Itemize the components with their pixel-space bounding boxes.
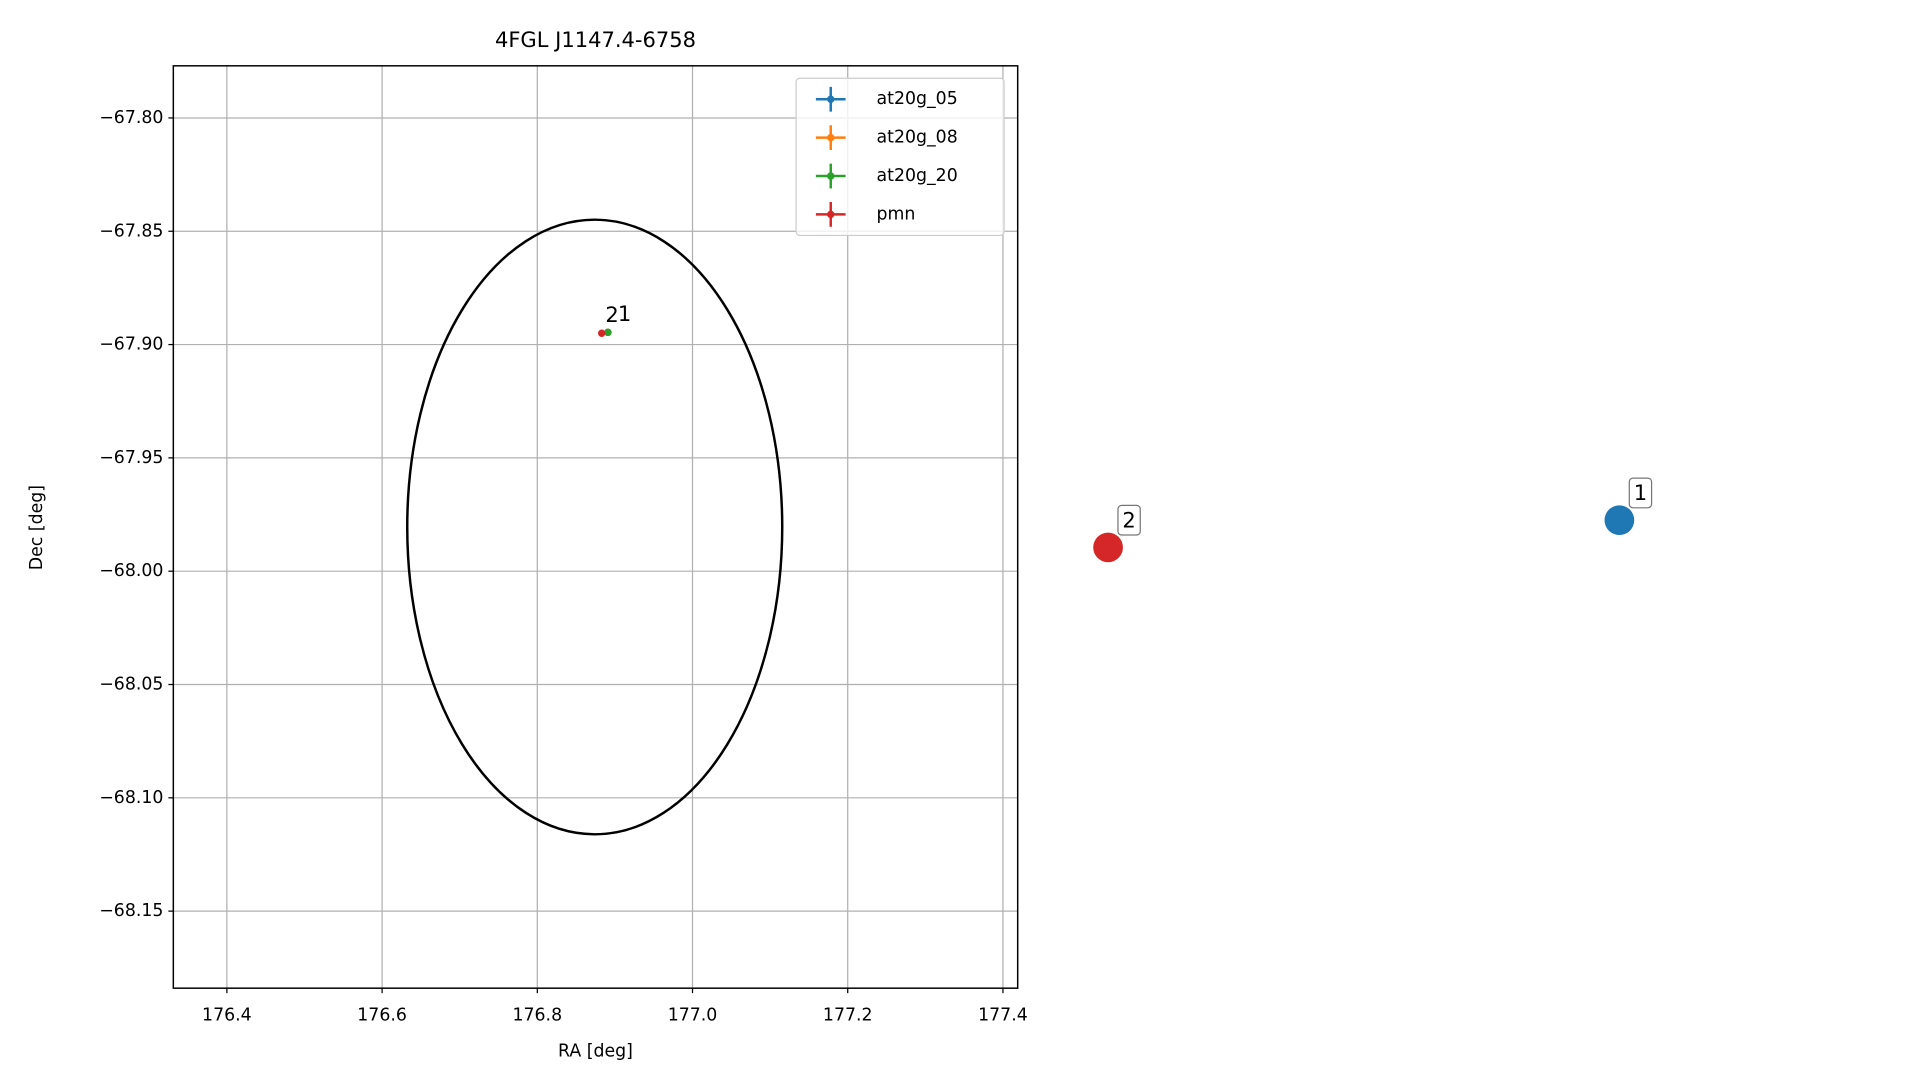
source-label: 1 (1634, 480, 1647, 505)
data-point (604, 328, 612, 337)
plot-frame (172, 65, 1019, 989)
source-marker (1093, 532, 1123, 563)
legend-box (795, 77, 1005, 237)
source-label-box (1628, 477, 1653, 509)
legend-label: at20g_20 (877, 166, 958, 186)
legend-marker (827, 210, 835, 219)
x-tick-label: 177.2 (823, 1005, 873, 1025)
x-tick-label: 176.6 (357, 1005, 407, 1025)
y-tick-label: −68.10 (99, 788, 163, 808)
legend-label: at20g_08 (877, 128, 958, 148)
x-tick-label: 177.0 (668, 1005, 718, 1025)
legend-label: pmn (877, 204, 916, 224)
y-tick-label: −68.15 (99, 901, 163, 921)
legend-marker (827, 172, 835, 180)
y-tick-label: −67.85 (99, 221, 163, 241)
x-axis-label: RA [deg] (558, 1041, 633, 1061)
y-tick-label: −68.00 (99, 561, 163, 581)
source-label-box (1117, 504, 1141, 536)
y-tick-label: −67.80 (99, 108, 163, 128)
legend-marker (827, 95, 835, 103)
data-point (598, 329, 606, 337)
error-ellipse (405, 218, 784, 836)
x-tick-label: 177.4 (978, 1005, 1028, 1025)
x-tick-label: 176.4 (202, 1005, 252, 1025)
y-tick-label: −68.05 (99, 675, 163, 695)
point-annotation: 1 (618, 301, 631, 326)
y-axis-label: Dec [deg] (27, 485, 47, 570)
y-tick-label: −67.90 (99, 335, 163, 355)
x-tick-label: 176.8 (512, 1005, 562, 1025)
chart-title: 4FGL J1147.4-6758 (495, 27, 696, 52)
legend-label: at20g_05 (877, 89, 958, 109)
legend-marker (827, 133, 835, 142)
point-annotation: 2 (605, 302, 618, 327)
source-label: 2 (1122, 507, 1135, 532)
source-marker (1604, 505, 1635, 536)
y-tick-label: −67.95 (99, 448, 163, 468)
